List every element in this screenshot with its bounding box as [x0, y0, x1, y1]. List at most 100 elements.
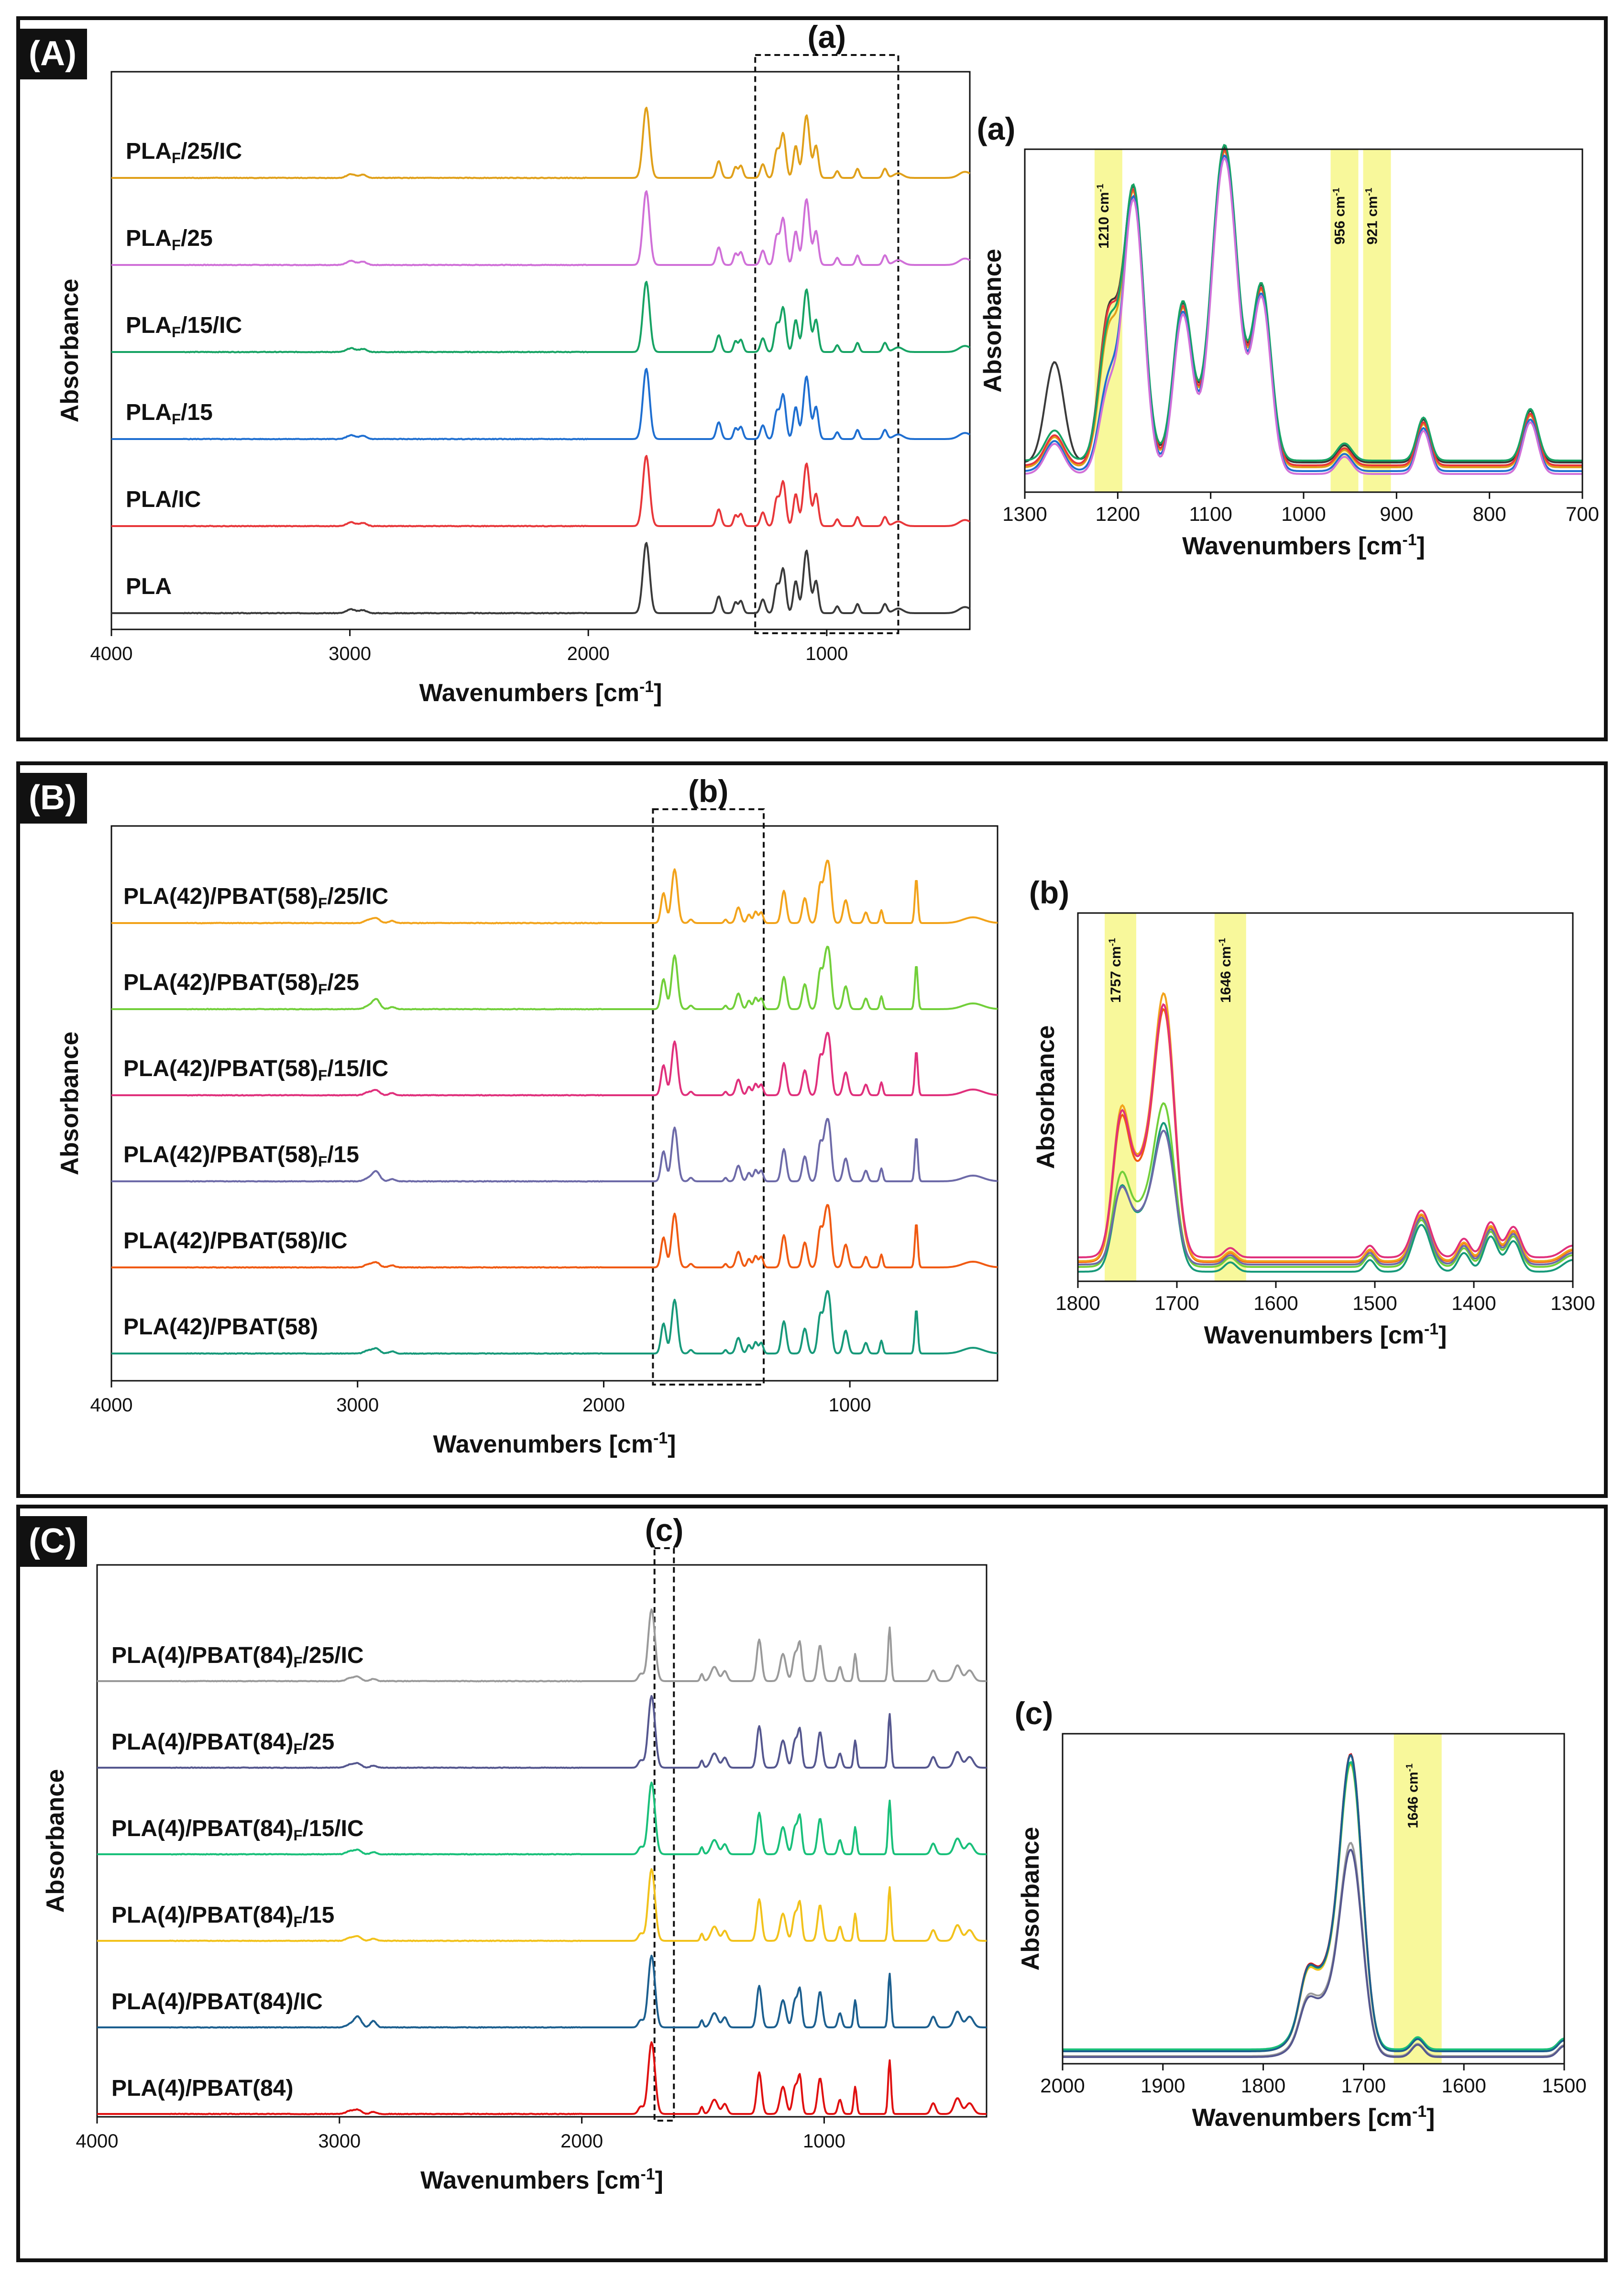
series-label-3: PLA(4)/PBAT(84)F/15 [111, 1903, 334, 1930]
spectrum-trace-2 [97, 1955, 987, 2029]
inset-x-tick-label-900: 900 [1380, 503, 1413, 525]
y-axis-title: Absorbance [56, 1032, 84, 1176]
x-axis-title: Wavenumbers [cm-1] [433, 1429, 676, 1458]
spectrum-trace-2 [111, 455, 970, 528]
panel-c-badge: (C) [18, 1516, 87, 1567]
x-tick-label-2000: 2000 [567, 643, 610, 664]
inset-y-axis-title: Absorbance [1017, 1827, 1044, 1971]
series-label-6: PLAF/25/IC [126, 139, 242, 166]
spectrum-trace-2 [111, 1204, 998, 1269]
spectrum-trace-4 [111, 1032, 998, 1097]
inset-x-tick-label-1300: 1300 [1550, 1292, 1595, 1314]
inset-trace-5 [1078, 1122, 1573, 1273]
inset-trace-4 [1063, 1754, 1565, 2052]
series-label-4: PLAF/15/IC [126, 313, 242, 341]
y-axis-title: Absorbance [42, 1769, 69, 1913]
x-tick-label-1000: 1000 [805, 643, 848, 664]
inset-x-tick-label-800: 800 [1473, 503, 1506, 525]
inset-trace-1 [1063, 1753, 1565, 2051]
x-axis-title: Wavenumbers [cm-1] [419, 678, 662, 707]
inset-trace-4 [1024, 143, 1582, 462]
inset-x-tick-label-1700: 1700 [1341, 2074, 1386, 2097]
spectrum-trace-1 [111, 542, 970, 615]
series-label-1: PLA(4)/PBAT(84) [111, 2076, 293, 2101]
spectrum-trace-1 [97, 2041, 987, 2115]
inset-x-tick-label-1600: 1600 [1441, 2074, 1486, 2097]
x-tick-label-2000: 2000 [582, 1395, 625, 1416]
inset-title: (b) [1029, 875, 1069, 910]
series-label-5: PLA(42)/PBAT(58)F/25 [123, 970, 359, 998]
x-tick-label-3000: 3000 [318, 2131, 361, 2152]
zoom-region-box [652, 808, 765, 1386]
inset-x-tick-label-1500: 1500 [1542, 2074, 1586, 2097]
series-label-1: PLA [126, 574, 172, 599]
series-label-6: PLA(4)/PBAT(84)F/25/IC [111, 1643, 364, 1671]
spectrum-trace-4 [111, 281, 970, 353]
x-tick-label-4000: 4000 [76, 2131, 119, 2152]
inset-y-axis-title: Absorbance [1032, 1025, 1060, 1169]
highlight-band-2 [1214, 913, 1246, 1281]
spectrum-trace-3 [111, 1118, 998, 1183]
x-tick-label-4000: 4000 [90, 643, 133, 664]
inset-plot-area [1062, 1733, 1565, 2065]
inset-trace-3 [1063, 1761, 1565, 2050]
inset-title: (a) [977, 111, 1016, 146]
series-label-3: PLA(42)/PBAT(58)F/15 [123, 1142, 359, 1170]
inset-x-tick-label-1900: 1900 [1141, 2074, 1185, 2097]
main-plot-area [96, 1564, 988, 2118]
series-label-6: PLA(42)/PBAT(58)F/25/IC [123, 884, 388, 912]
spectrum-trace-3 [97, 1868, 987, 1942]
inset-trace-2 [1063, 1762, 1565, 2052]
inset-x-tick-label-1800: 1800 [1055, 1292, 1100, 1314]
inset-trace-6 [1024, 157, 1582, 475]
y-axis-title: Absorbance [56, 279, 84, 423]
highlight-band-1 [1394, 1734, 1442, 2064]
panel-a-badge: (A) [18, 29, 87, 79]
x-tick-label-2000: 2000 [560, 2131, 603, 2152]
series-label-5: PLA(4)/PBAT(84)F/25 [111, 1729, 334, 1757]
band-label-2: 956 cm-1 [1331, 187, 1348, 244]
series-label-3: PLAF/15 [126, 400, 213, 428]
band-label-1: 1757 cm-1 [1107, 938, 1124, 1003]
series-label-5: PLAF/25 [126, 226, 213, 253]
zoom-region-box [653, 1547, 675, 2122]
zoom-region-label: (c) [645, 1512, 684, 1548]
spectrum-trace-5 [111, 190, 971, 266]
x-axis-title: Wavenumbers [cm-1] [420, 2165, 663, 2194]
inset-trace-4 [1078, 1102, 1573, 1268]
inset-x-tick-label-1500: 1500 [1352, 1292, 1397, 1314]
inset-trace-6 [1063, 1849, 1565, 2058]
inset-x-axis-title: Wavenumbers [cm-1] [1182, 531, 1425, 560]
inset-x-tick-label-1200: 1200 [1096, 503, 1140, 525]
main-plot-area [110, 825, 999, 1382]
inset-x-tick-label-1700: 1700 [1154, 1292, 1199, 1314]
inset-x-axis-title: Wavenumbers [cm-1] [1192, 2102, 1435, 2132]
x-tick-label-3000: 3000 [336, 1395, 379, 1416]
inset-x-tick-label-1400: 1400 [1451, 1292, 1496, 1314]
zoom-region-label: (b) [688, 773, 728, 809]
inset-title: (c) [1015, 1695, 1053, 1731]
spectrum-trace-3 [111, 368, 970, 440]
inset-x-tick-label-1600: 1600 [1253, 1292, 1298, 1314]
x-tick-label-3000: 3000 [329, 643, 371, 664]
inset-trace-1 [1077, 1008, 1573, 1263]
series-label-1: PLA(42)/PBAT(58) [123, 1314, 318, 1340]
inset-y-axis-title: Absorbance [979, 249, 1007, 393]
series-label-2: PLA(42)/PBAT(58)/IC [123, 1228, 348, 1254]
spectrum-trace-1 [111, 1290, 998, 1355]
highlight-band-1 [1105, 913, 1137, 1281]
inset-x-tick-label-1300: 1300 [1002, 503, 1047, 525]
inset-plot-area [1077, 912, 1574, 1282]
spectrum-trace-4 [97, 1782, 987, 1856]
series-label-2: PLA/IC [126, 487, 201, 512]
spectrum-trace-5 [97, 1695, 987, 1769]
inset-x-tick-label-1800: 1800 [1241, 2074, 1285, 2097]
x-tick-label-1000: 1000 [829, 1395, 871, 1416]
x-tick-label-4000: 4000 [90, 1395, 133, 1416]
highlight-band-2 [1330, 149, 1359, 492]
inset-x-tick-label-1100: 1100 [1189, 503, 1232, 525]
series-label-4: PLA(4)/PBAT(84)F/15/IC [111, 1816, 364, 1844]
panel-b-frame [16, 761, 1608, 1498]
inset-trace-3 [1077, 1003, 1573, 1258]
